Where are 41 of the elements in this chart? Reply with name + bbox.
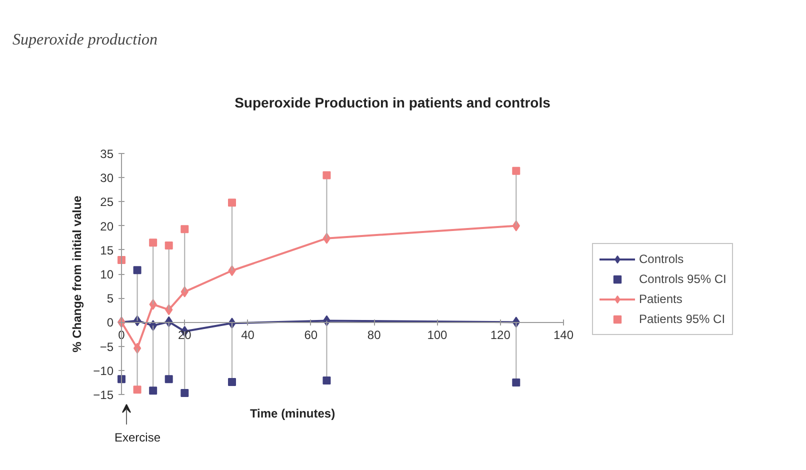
legend-label: Patients 95% CI <box>639 312 726 326</box>
point <box>180 225 189 234</box>
y-tick-label: 30 <box>100 171 114 186</box>
point <box>164 242 173 250</box>
point <box>228 378 236 386</box>
point <box>322 171 331 180</box>
point <box>512 378 520 386</box>
point <box>180 389 189 398</box>
y-tick-label: 0 <box>106 316 114 330</box>
x-tick-label: 120 <box>490 328 511 342</box>
point <box>149 386 158 395</box>
point <box>164 375 173 384</box>
y-tick-label: 35 <box>100 147 114 161</box>
point <box>133 266 142 274</box>
y-axis-title: % Change from initial value <box>70 195 84 352</box>
y-tick-label: 10 <box>100 268 114 282</box>
point <box>133 386 142 394</box>
chart-subtitle: Superoxide production <box>12 32 158 48</box>
y-tick-label: 15 <box>100 243 114 258</box>
chart-title: Superoxide Production in patients and controls <box>234 94 551 110</box>
y-tick-label: 5 <box>106 292 114 306</box>
y-tick-label: −10 <box>93 364 114 378</box>
legend-label: Controls 95% CI <box>639 272 726 286</box>
x-tick-label: 100 <box>427 328 448 342</box>
legend-label: Patients <box>639 292 682 306</box>
point <box>322 376 331 385</box>
x-tick-label: 80 <box>367 328 382 342</box>
point <box>228 198 236 207</box>
point <box>149 238 158 247</box>
x-tick-label: 60 <box>304 328 318 342</box>
x-axis-title: Time (minutes) <box>250 406 336 420</box>
y-tick-label: −15 <box>93 388 114 402</box>
y-tick-label: 25 <box>100 195 114 210</box>
x-tick-label: 20 <box>178 328 192 342</box>
text: Exercise <box>114 430 161 444</box>
x-tick-label: 40 <box>241 328 255 342</box>
y-tick-label: −5 <box>100 340 114 354</box>
point <box>512 166 520 175</box>
x-tick-label: 140 <box>553 328 574 342</box>
y-tick-label: 20 <box>100 219 114 234</box>
legend-label: Controls <box>639 252 684 266</box>
